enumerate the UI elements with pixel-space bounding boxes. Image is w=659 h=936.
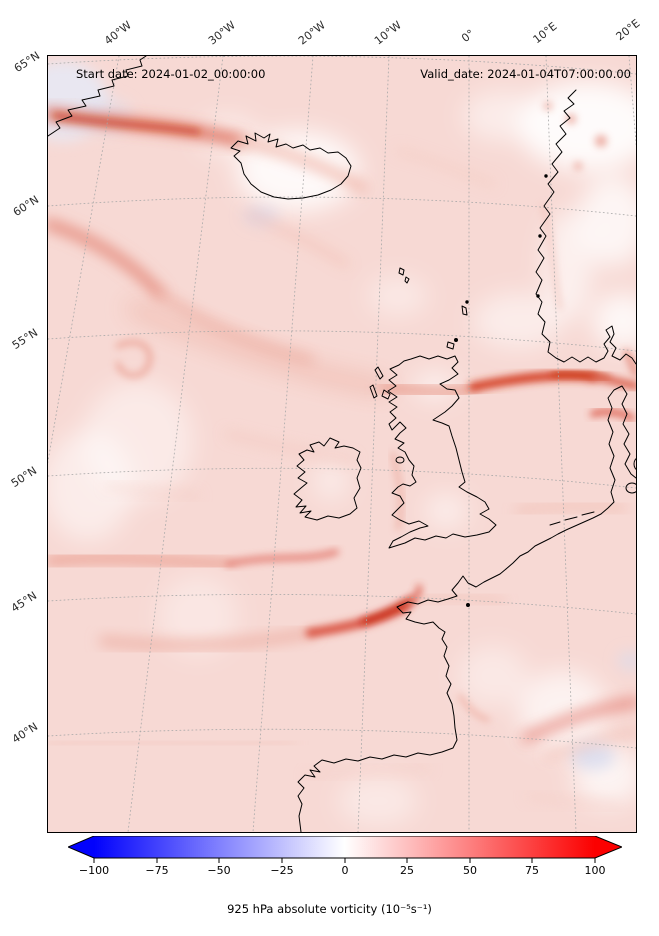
x-tick-label: 30°W (206, 18, 238, 48)
coastlines (48, 56, 636, 832)
map-plot: Start date: 2024-01-02_00:00:00 Valid_da… (47, 55, 637, 833)
colorbar-tick-label: −25 (270, 864, 294, 877)
colorbar-tick-label: 0 (341, 864, 349, 877)
y-tick-label: 60°N (10, 192, 42, 220)
y-tick-label: 50°N (8, 463, 40, 491)
colorbar (66, 835, 624, 866)
colorbar-tick-label: 50 (463, 864, 477, 877)
colorbar-tick-label: 100 (584, 864, 606, 877)
graticule (48, 56, 636, 832)
y-tick-label: 45°N (8, 588, 40, 616)
vorticity-field (48, 56, 636, 832)
valid-date-title: Valid_date: 2024-01-04T07:00:00.00 (420, 67, 631, 81)
y-tick-label: 55°N (9, 325, 41, 353)
colorbar-gradient (66, 835, 624, 863)
x-tick-label: 10°E (530, 19, 560, 47)
map-canvas (48, 56, 636, 832)
colorbar-caption: 925 hPa absolute vorticity (10⁻⁵s⁻¹) (227, 902, 432, 916)
colorbar-tick-label: 75 (525, 864, 539, 877)
colorbar-ticks (93, 858, 596, 863)
x-tick-label: 0° (459, 27, 477, 45)
x-tick-label: 10°W (372, 18, 404, 48)
colorbar-tick-label: −50 (207, 864, 231, 877)
y-tick-label: 40°N (9, 719, 41, 747)
colorbar-tick-label: −75 (145, 864, 169, 877)
colorbar-tick-label: 25 (400, 864, 414, 877)
start-date-title: Start date: 2024-01-02_00:00:00 (76, 67, 266, 81)
y-tick-label: 65°N (11, 48, 43, 76)
x-tick-label: 20°W (296, 18, 328, 48)
colorbar-tick-label: −100 (78, 864, 110, 877)
x-tick-label: 20°E (613, 16, 643, 44)
x-tick-label: 40°W (102, 18, 134, 48)
